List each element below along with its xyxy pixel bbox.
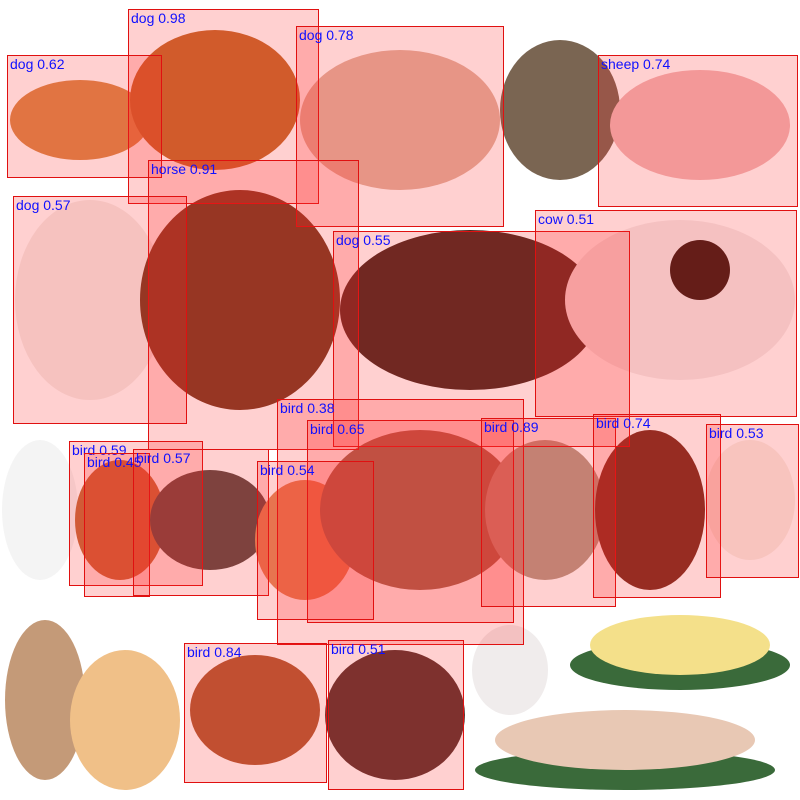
- detection-box: horse 0.91: [148, 160, 359, 450]
- detection-label: bird 0.51: [331, 641, 386, 657]
- detection-label: dog 0.57: [16, 197, 71, 213]
- detection-label: dog 0.55: [336, 232, 391, 248]
- detection-box: bird 0.51: [328, 640, 464, 790]
- detection-label: horse 0.91: [151, 161, 218, 177]
- detection-label: dog 0.98: [131, 10, 186, 26]
- detection-box: bird 0.59: [69, 441, 203, 586]
- detection-label: bird 0.65: [310, 421, 365, 437]
- detection-label: bird 0.84: [187, 644, 242, 660]
- detection-box: bird 0.74: [593, 414, 721, 598]
- detection-box: bird 0.84: [184, 643, 327, 783]
- detection-box: dog 0.57: [13, 196, 187, 424]
- detection-box: bird 0.65: [307, 420, 514, 623]
- detection-label: dog 0.62: [10, 56, 65, 72]
- detection-label: bird 0.57: [136, 450, 191, 466]
- detection-label: bird 0.54: [260, 462, 315, 478]
- detection-label: bird 0.53: [709, 425, 764, 441]
- detection-box: dog 0.55: [333, 231, 630, 447]
- detection-label: bird 0.59: [72, 442, 127, 458]
- detection-box: sheep 0.74: [598, 55, 798, 207]
- detection-box: dog 0.62: [7, 55, 162, 178]
- detection-label: bird 0.38: [280, 400, 335, 416]
- detection-box: dog 0.98: [128, 9, 319, 204]
- detection-label: bird 0.74: [596, 415, 651, 431]
- detection-box: dog 0.78: [296, 26, 504, 227]
- detection-label: bird 0.89: [484, 419, 539, 435]
- detection-label: sheep 0.74: [601, 56, 671, 72]
- detection-label: cow 0.51: [538, 211, 595, 227]
- detection-box: bird 0.53: [706, 424, 799, 578]
- detection-box: bird 0.45: [84, 453, 150, 597]
- detection-label: dog 0.78: [299, 27, 354, 43]
- detection-label: bird 0.45: [87, 454, 142, 470]
- detection-box: bird 0.57: [133, 449, 269, 596]
- detection-box: cow 0.51: [535, 210, 797, 417]
- detection-box: bird 0.54: [257, 461, 374, 620]
- detection-box: bird 0.38: [277, 399, 524, 645]
